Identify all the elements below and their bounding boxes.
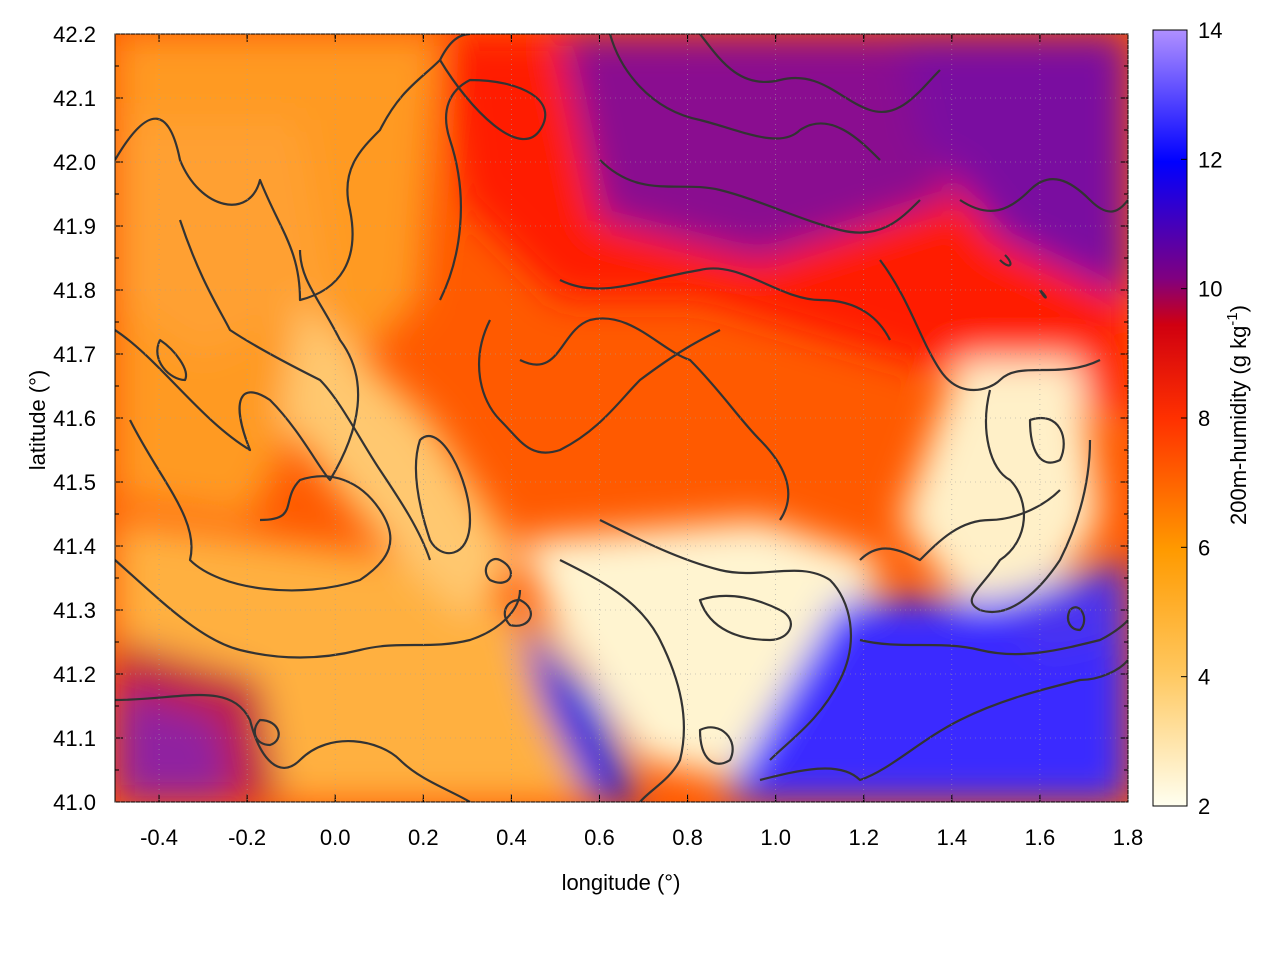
x-tick-label: 0.0	[320, 825, 351, 850]
contour-line	[559, 559, 686, 802]
colorbar-tick-label: 10	[1198, 277, 1222, 302]
colorbar-label-close: )	[1226, 305, 1251, 312]
x-tick-label: 1.4	[937, 825, 968, 850]
contour-line	[1066, 606, 1086, 632]
contour-line	[759, 659, 1128, 782]
contour-line	[859, 619, 1128, 656]
contour-line	[484, 557, 512, 584]
contour-line	[599, 519, 852, 761]
colorbar-ticks: 2 4 6 8 10 12 14	[1181, 18, 1222, 819]
colorbar-tick-label: 4	[1198, 665, 1210, 690]
contour-line	[253, 718, 280, 747]
y-tick-label: 41.1	[53, 726, 96, 751]
colorbar-tick-label: 2	[1198, 794, 1210, 819]
y-tick-label: 41.4	[53, 534, 96, 559]
contour-line	[156, 338, 188, 382]
y-axis-label: latitude (°)	[25, 370, 50, 471]
y-tick-label: 41.3	[53, 598, 96, 623]
contour-line	[439, 59, 547, 301]
contour-line	[115, 249, 360, 482]
grid-lines	[115, 33, 1129, 803]
contour-line	[115, 693, 471, 802]
y-tick-label: 42.1	[53, 86, 96, 111]
x-tick-label: -0.2	[228, 825, 266, 850]
contour-line	[478, 319, 721, 454]
contour-lines	[115, 34, 1128, 802]
contour-line	[559, 267, 891, 341]
y-tick-label: 41.5	[53, 470, 96, 495]
x-axis-label: longitude (°)	[562, 870, 681, 895]
x-tick-label: 0.8	[672, 825, 703, 850]
contour-line	[519, 317, 790, 521]
contour-line	[1028, 417, 1065, 464]
colorbar-label-superscript: -1	[1224, 312, 1241, 325]
y-tick-label: 41.2	[53, 662, 96, 687]
contour-line	[599, 159, 921, 234]
heatmap-field	[115, 34, 1128, 802]
colorbar-tick-label: 14	[1198, 18, 1222, 43]
contour-line	[178, 219, 432, 561]
contour-line	[414, 435, 472, 555]
y-tick-label: 41.6	[53, 406, 96, 431]
x-tick-label: 1.2	[848, 825, 879, 850]
x-tick-label: 1.0	[760, 825, 791, 850]
x-tick-label: 1.6	[1025, 825, 1056, 850]
contour-line	[698, 726, 734, 765]
contour-line	[608, 34, 881, 161]
colorbar-tick-label: 8	[1198, 406, 1210, 431]
contour-line	[859, 489, 1061, 562]
contour-line	[115, 559, 522, 659]
colorbar-tick-label: 6	[1198, 535, 1210, 560]
y-tick-label: 41.7	[53, 342, 96, 367]
colorbar-label-main: 200m-humidity (g kg	[1226, 326, 1251, 525]
y-tick-label: 42.2	[53, 22, 96, 47]
y-tick-label: 41.9	[53, 214, 96, 239]
colorbar: 2 4 6 8 10 12 14	[1152, 18, 1222, 819]
x-tick-label: 0.4	[496, 825, 527, 850]
contour-line	[503, 598, 532, 627]
y-tick-label: 41.0	[53, 790, 96, 815]
y-tick-label: 42.0	[53, 150, 96, 175]
contour-line	[999, 254, 1047, 299]
contour-line	[699, 34, 941, 113]
contour-line	[970, 389, 1092, 613]
contour-line	[879, 259, 1101, 392]
colorbar-tick-label: 12	[1198, 147, 1222, 172]
y-tick-label: 41.8	[53, 278, 96, 303]
x-tick-label: 1.8	[1113, 825, 1144, 850]
contour-line	[959, 178, 1128, 213]
x-tick-label: -0.4	[140, 825, 178, 850]
x-tick-label: 0.2	[408, 825, 439, 850]
y-axis-ticks: 41.0 41.1 41.2 41.3 41.4 41.5 41.6 41.7 41.8 41.9…	[53, 22, 1128, 815]
contour-line	[129, 419, 392, 592]
contour-line	[698, 594, 792, 642]
colorbar-label: 200m-humidity (g kg-1)	[1224, 305, 1251, 525]
x-tick-label: 0.6	[584, 825, 615, 850]
heatmap-plot-area	[115, 34, 1128, 802]
